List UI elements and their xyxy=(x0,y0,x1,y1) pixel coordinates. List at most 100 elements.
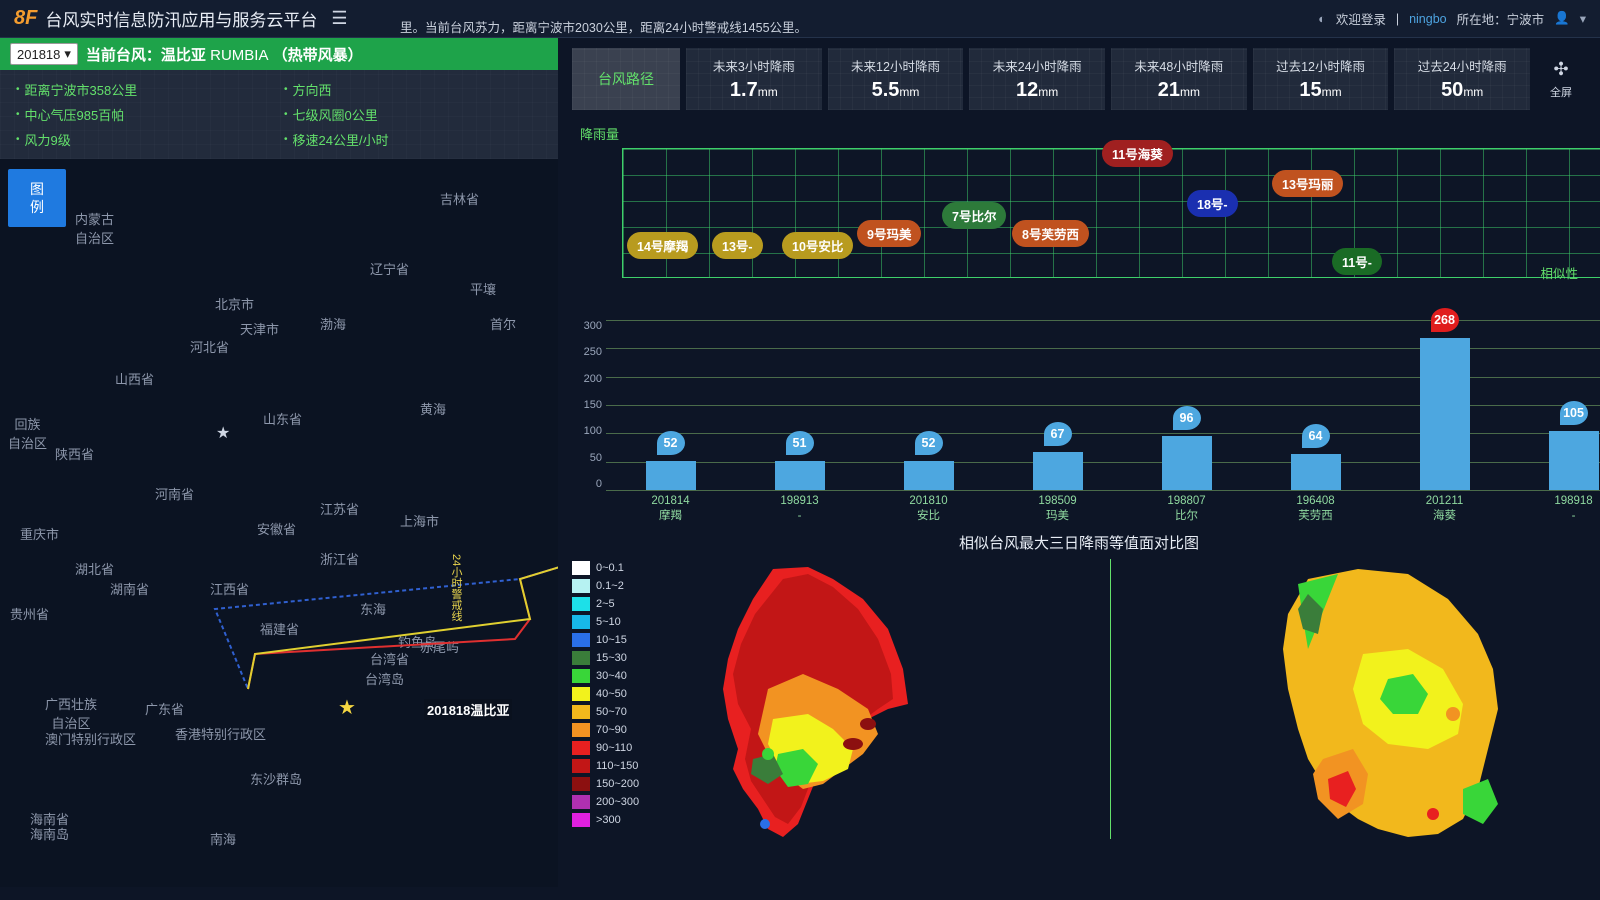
location-pin-icon: ◐ xyxy=(1318,12,1326,26)
legend-swatch-13 xyxy=(572,795,590,809)
bar-item-201810[interactable]: 52 xyxy=(894,461,964,490)
bar-tooltip-198913: 51 xyxy=(786,431,814,455)
left-panel: 201818 ▾ 当前台风：温比亚 RUMBIA （热带风暴） • 距离宁波市35… xyxy=(0,38,558,900)
contour-map-right[interactable] xyxy=(1268,559,1508,839)
bar-201810[interactable] xyxy=(904,461,954,490)
welcome-text: 欢迎登录 xyxy=(1336,9,1386,28)
legend-swatch-6 xyxy=(572,669,590,683)
map-legend-button[interactable]: 图 例 xyxy=(8,169,66,227)
bar-198918[interactable] xyxy=(1549,431,1599,491)
legend-text-11: 110~150 xyxy=(596,760,638,772)
legend-text-3: 5~10 xyxy=(596,616,621,628)
bar-item-198918[interactable]: 105 xyxy=(1539,431,1600,491)
bar-198509[interactable] xyxy=(1033,452,1083,490)
bar-label-198807: 198807 比尔 xyxy=(1152,494,1222,524)
legend-text-14: >300 xyxy=(596,814,621,826)
info-item-1: • 方向西 xyxy=(284,80,542,99)
legend-text-7: 40~50 xyxy=(596,688,627,700)
bar-item-198913[interactable]: 51 xyxy=(765,461,835,490)
rain-stat-0: 未来3小时降雨 1.7mm xyxy=(686,48,822,110)
bar-chart-y-tick-4: 100 xyxy=(572,425,602,437)
legend-row-0: 0~0.1 xyxy=(572,559,634,577)
bar-item-198807[interactable]: 96 xyxy=(1152,436,1222,490)
bar-chart-y-axis: 300 250 200 150 100 50 0 xyxy=(572,320,602,490)
info-item-3: • 七级风圈0公里 xyxy=(284,105,542,124)
bar-tooltip-201211: 268 xyxy=(1431,308,1459,332)
bar-item-201814[interactable]: 52 xyxy=(636,461,706,490)
typhoon-info-box: • 距离宁波市358公里 • 方向西 • 中心气压985百帕 • 七级风圈0公里 • 风力… xyxy=(0,70,558,159)
legend-row-13: 200~300 xyxy=(572,793,634,811)
typhoon-select-dropdown[interactable]: 201818 ▾ xyxy=(10,43,78,65)
dropdown-chevron-icon: ▾ xyxy=(64,46,71,62)
bar-198913[interactable] xyxy=(775,461,825,490)
typhoon-pill-8[interactable]: 13号玛丽 xyxy=(1272,170,1343,197)
bar-196408[interactable] xyxy=(1291,454,1341,490)
contour-comparison-section: 相似台风最大三日降雨等值面对比图 0~0.1 0.1~2 2~5 5~10 10~15 1… xyxy=(572,532,1586,862)
bar-chart-y-tick-1: 250 xyxy=(572,346,602,358)
contour-color-legend: 0~0.1 0.1~2 2~5 5~10 10~15 15~30 30~40 40~50 50~… xyxy=(572,559,634,839)
typhoon-map[interactable]: 图 例 内蒙古 自治区 吉林省 辽宁省 北京市 天津市 河北省 山西省 山东省 回族 自治区 陕西… xyxy=(0,159,558,887)
legend-text-10: 90~110 xyxy=(596,742,632,754)
bar-tooltip-196408: 64 xyxy=(1302,424,1330,448)
typhoon-pill-1[interactable]: 13号- xyxy=(712,232,763,259)
legend-text-1: 0.1~2 xyxy=(596,580,624,592)
typhoon-pill-9[interactable]: 11号- xyxy=(1332,248,1382,275)
bar-chart-gridline-0 xyxy=(606,490,1600,491)
typhoon-pill-5[interactable]: 8号芙劳西 xyxy=(1012,220,1089,247)
info-item-5: • 移速24公里/小时 xyxy=(284,130,542,149)
legend-text-8: 50~70 xyxy=(596,706,627,718)
legend-row-6: 30~40 xyxy=(572,667,634,685)
legend-text-0: 0~0.1 xyxy=(596,562,624,574)
user-menu-chevron-icon[interactable]: ▾ xyxy=(1580,11,1586,26)
typhoon-track-label: 201818温比亚 xyxy=(424,699,512,720)
legend-row-4: 10~15 xyxy=(572,631,634,649)
typhoon-pill-6[interactable]: 11号海葵 xyxy=(1102,140,1173,167)
legend-row-14: >300 xyxy=(572,811,634,829)
bar-tooltip-198918: 105 xyxy=(1560,401,1588,425)
bar-item-198509[interactable]: 67 xyxy=(1023,452,1093,490)
legend-swatch-10 xyxy=(572,741,590,755)
typhoon-pill-0[interactable]: 14号摩羯 xyxy=(627,232,698,259)
typhoon-pill-7[interactable]: 18号- xyxy=(1187,190,1238,217)
contour-map-left[interactable] xyxy=(713,559,953,839)
rainfall-chart-grid xyxy=(622,148,1600,278)
typhoon-path-button[interactable]: 台风路径 xyxy=(572,48,680,110)
bar-item-196408[interactable]: 64 xyxy=(1281,454,1351,490)
similar-typhoon-bar-chart: 300250200150100500 525152679664268105193… xyxy=(572,302,1586,518)
bar-201814[interactable] xyxy=(646,461,696,490)
legend-row-2: 2~5 xyxy=(572,595,634,613)
rainfall-similarity-chart: 降雨量 相似性 14号摩羯 13号- 10号安比 9号玛美 7号比尔 8号芙劳西 11号海葵… xyxy=(572,120,1586,292)
rain-stat-3: 未来48小时降雨 21mm xyxy=(1111,48,1247,110)
legend-row-3: 5~10 xyxy=(572,613,634,631)
typhoon-pill-3[interactable]: 9号玛美 xyxy=(857,220,921,247)
bar-198807[interactable] xyxy=(1162,436,1212,490)
bar-label-201810: 201810 安比 xyxy=(894,494,964,524)
bar-label-201211: 201211 海葵 xyxy=(1410,494,1480,524)
bar-chart-y-tick-2: 200 xyxy=(572,373,602,385)
hamburger-menu-icon[interactable]: ☰ xyxy=(331,8,347,29)
legend-text-4: 10~15 xyxy=(596,634,627,646)
typhoon-pill-4[interactable]: 7号比尔 xyxy=(942,202,1006,229)
username-link[interactable]: ningbo xyxy=(1409,12,1447,26)
bar-tooltip-198807: 96 xyxy=(1173,406,1201,430)
legend-text-13: 200~300 xyxy=(596,796,639,808)
bar-201211[interactable] xyxy=(1420,338,1470,490)
bar-chart-bars: 5251526796642681051930 xyxy=(606,320,1600,490)
bar-chart-y-tick-5: 50 xyxy=(572,452,602,464)
bar-item-201211[interactable]: 268 xyxy=(1410,338,1480,490)
header-subtitle: 里。当前台风苏力，距离宁波市2030公里，距离24小时警戒线1455公里。 xyxy=(400,17,807,36)
rain-stat-1: 未来12小时降雨 5.5mm xyxy=(828,48,964,110)
legend-row-10: 90~110 xyxy=(572,739,634,757)
legend-row-11: 110~150 xyxy=(572,757,634,775)
bar-tooltip-201810: 52 xyxy=(915,431,943,455)
info-item-0: • 距离宁波市358公里 xyxy=(16,80,274,99)
typhoon-pill-2[interactable]: 10号安比 xyxy=(782,232,853,259)
legend-row-1: 0.1~2 xyxy=(572,577,634,595)
rain-stat-5: 过去24小时降雨 50mm xyxy=(1394,48,1530,110)
rain-stat-4: 过去12小时降雨 15mm xyxy=(1253,48,1389,110)
contour-maps-divider xyxy=(1110,559,1111,839)
legend-row-9: 70~90 xyxy=(572,721,634,739)
bar-chart-y-tick-0: 300 xyxy=(572,320,602,332)
user-avatar-icon[interactable]: 👤 xyxy=(1554,11,1570,26)
fullscreen-button[interactable]: ✣ 全屏 xyxy=(1536,48,1586,110)
